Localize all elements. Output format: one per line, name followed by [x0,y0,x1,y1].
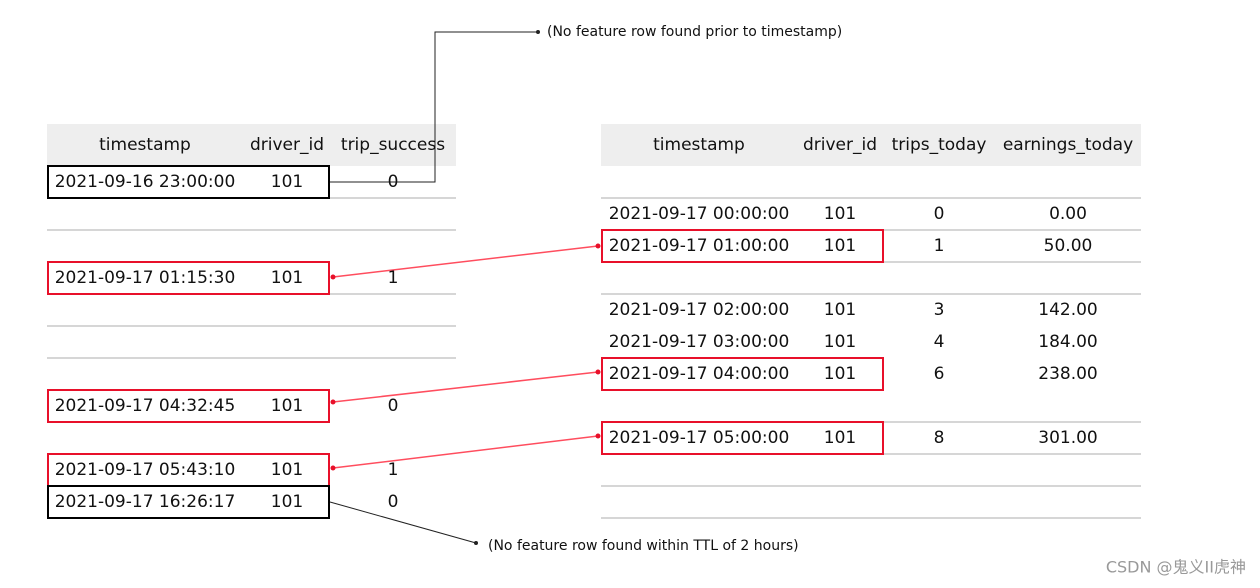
cell: 101 [824,236,856,256]
cell: 8 [934,428,945,448]
arrow [329,501,477,544]
column-header: timestamp [653,135,745,155]
right-header [601,124,1141,166]
cell: 2021-09-17 03:00:00 [609,332,790,352]
row-highlight [601,229,884,263]
row-highlight [47,389,330,423]
row-highlight [47,165,330,199]
column-header: trips_today [892,135,987,155]
join-line [332,435,599,469]
cell: 142.00 [1038,300,1097,320]
cell: 2021-09-17 02:00:00 [609,300,790,320]
cell: 3 [934,300,945,320]
cell: 301.00 [1038,428,1097,448]
arrow-head [474,541,478,545]
cell: 238.00 [1038,364,1097,384]
cell: 101 [824,364,856,384]
column-header: earnings_today [1003,135,1133,155]
dot [595,433,601,439]
cell: 101 [271,396,303,416]
column-header: driver_id [803,135,877,155]
cell: 1 [388,268,399,288]
cell: 2021-09-17 01:15:30 [55,268,236,288]
column-header: timestamp [99,135,191,155]
cell: 2021-09-17 05:43:10 [55,460,236,480]
dot [330,465,336,471]
cell: 101 [271,460,303,480]
row-highlight [601,357,884,391]
cell: 6 [934,364,945,384]
dot [330,274,336,280]
cell: 2021-09-17 04:32:45 [55,396,236,416]
annotation: (No feature row found prior to timestamp… [547,24,842,40]
cell: 101 [271,172,303,192]
cell: 101 [824,332,856,352]
cell: 2021-09-17 01:00:00 [609,236,790,256]
dot [595,243,601,249]
cell: 101 [271,492,303,512]
row-highlight [47,485,330,519]
cell: 0 [388,172,399,192]
dot [330,399,336,405]
cell: 2021-09-17 04:00:00 [609,364,790,384]
cell: 1 [388,460,399,480]
join-line [332,245,599,278]
column-header: driver_id [250,135,324,155]
watermark: CSDN @鬼义II虎神 [1106,558,1246,577]
connectors [329,30,601,545]
cell: 50.00 [1044,236,1093,256]
cell: 184.00 [1038,332,1097,352]
arrow-head [536,30,540,34]
dot [595,369,601,375]
cell: 0 [388,396,399,416]
cell: 4 [934,332,945,352]
cell: 101 [824,204,856,224]
row-highlight [47,261,330,295]
cell: 0 [934,204,945,224]
annotation: (No feature row found within TTL of 2 ho… [488,538,799,554]
arrow [330,31,538,183]
row-highlight [601,421,884,455]
cell: 2021-09-17 00:00:00 [609,204,790,224]
cell: 1 [934,236,945,256]
cell: 101 [271,268,303,288]
join-line [332,371,599,403]
cell: 101 [824,300,856,320]
cell: 0.00 [1049,204,1087,224]
cell: 101 [824,428,856,448]
column-header: trip_success [341,135,445,155]
cell: 2021-09-17 05:00:00 [609,428,790,448]
left-header [47,124,456,166]
cell: 2021-09-16 23:00:00 [55,172,236,192]
cell: 0 [388,492,399,512]
cell: 2021-09-17 16:26:17 [55,492,236,512]
